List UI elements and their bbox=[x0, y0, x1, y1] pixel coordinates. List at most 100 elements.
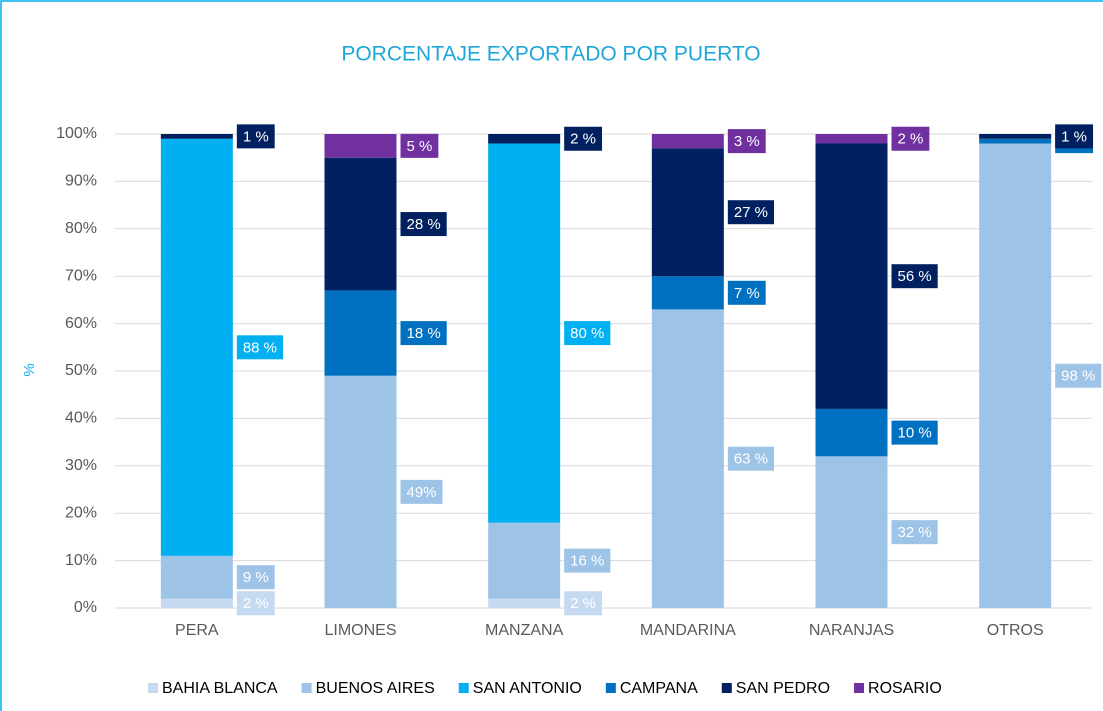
y-tick-label: 40% bbox=[65, 410, 97, 427]
x-tick-label: NARANJAS bbox=[809, 622, 894, 639]
label-box bbox=[400, 212, 447, 237]
x-tick-label: OTROS bbox=[987, 622, 1044, 639]
label-box bbox=[400, 321, 447, 346]
bar-segment bbox=[488, 598, 561, 608]
bar-segment bbox=[160, 134, 233, 139]
bar-segment bbox=[651, 309, 724, 608]
y-tick-label: 100% bbox=[56, 125, 97, 142]
data-label: 10 % bbox=[898, 425, 932, 442]
label-box bbox=[891, 520, 938, 545]
y-tick-label: 0% bbox=[74, 599, 97, 616]
label-box bbox=[564, 591, 603, 616]
data-label: 1 % bbox=[1061, 128, 1087, 145]
bar-segment bbox=[815, 143, 888, 409]
data-label: 2 % bbox=[898, 131, 924, 148]
data-label: 3 % bbox=[734, 133, 760, 150]
data-label: 28 % bbox=[407, 216, 441, 233]
y-tick-label: 50% bbox=[65, 362, 97, 379]
label-box bbox=[236, 124, 275, 149]
data-label: 80 % bbox=[570, 325, 604, 342]
legend-label: SAN PEDRO bbox=[736, 680, 830, 697]
data-label: 2 % bbox=[243, 595, 269, 612]
label-box bbox=[891, 264, 938, 289]
y-tick-label: 10% bbox=[65, 552, 97, 569]
label-box bbox=[727, 129, 766, 154]
bar-segment bbox=[651, 148, 724, 277]
data-label: 98 % bbox=[1061, 368, 1095, 385]
bar-segment bbox=[979, 134, 1052, 139]
legend-label: BUENOS AIRES bbox=[316, 680, 435, 697]
label-box bbox=[564, 321, 611, 346]
legend-swatch bbox=[301, 683, 312, 693]
y-tick-label: 70% bbox=[65, 267, 97, 284]
bar-segment bbox=[815, 456, 888, 608]
x-tick-label: MANDARINA bbox=[640, 622, 736, 639]
bar-segment bbox=[488, 522, 561, 599]
label-box bbox=[564, 548, 611, 573]
y-tick-label: 60% bbox=[65, 315, 97, 332]
legend-label: CAMPANA bbox=[620, 680, 698, 697]
data-label: 88 % bbox=[243, 339, 277, 356]
bar-segment bbox=[324, 290, 397, 376]
data-label: 27 % bbox=[734, 204, 768, 221]
bar-segment bbox=[979, 138, 1052, 144]
x-tick-label: PERA bbox=[175, 622, 219, 639]
data-label: 9 % bbox=[243, 569, 269, 586]
label-box bbox=[236, 591, 275, 616]
legend-label: BAHIA BLANCA bbox=[162, 680, 278, 697]
data-label: 5 % bbox=[407, 138, 433, 155]
chart-title: PORCENTAJE EXPORTADO POR PUERTO bbox=[341, 43, 760, 66]
legend-swatch bbox=[721, 683, 732, 693]
legend-swatch bbox=[605, 683, 616, 693]
data-label: 2 % bbox=[570, 131, 596, 148]
label-box bbox=[1055, 363, 1102, 388]
data-label: 32 % bbox=[898, 524, 932, 541]
data-label: 7 % bbox=[734, 285, 760, 302]
bar-segment bbox=[488, 143, 561, 523]
legend-swatch bbox=[854, 683, 865, 693]
bar-segment bbox=[815, 408, 888, 457]
label-box bbox=[727, 200, 775, 225]
bar-segment bbox=[815, 134, 888, 144]
x-tick-label: MANZANA bbox=[485, 622, 564, 639]
y-tick-label: 90% bbox=[65, 173, 97, 190]
legend-swatch bbox=[148, 683, 158, 693]
label-box bbox=[727, 280, 766, 305]
bar-segment bbox=[651, 134, 724, 149]
label-box bbox=[891, 126, 930, 151]
y-tick-label: 20% bbox=[65, 504, 97, 521]
x-tick-label: LIMONES bbox=[324, 622, 396, 639]
y-tick-label: 80% bbox=[65, 220, 97, 237]
bar-segment bbox=[324, 134, 397, 158]
bar-segment bbox=[651, 276, 724, 310]
label-box bbox=[400, 479, 443, 504]
label-box bbox=[236, 565, 275, 590]
bar-segment bbox=[160, 138, 233, 556]
label-box bbox=[564, 126, 603, 151]
legend-swatch bbox=[458, 683, 469, 693]
label-box bbox=[236, 335, 284, 360]
bar-segment bbox=[324, 157, 397, 291]
bar-segment bbox=[324, 375, 397, 608]
legend-label: SAN ANTONIO bbox=[473, 680, 582, 697]
data-label: 63 % bbox=[734, 451, 768, 468]
bar-segment bbox=[488, 134, 561, 144]
label-box bbox=[891, 420, 938, 445]
data-label: 1 % bbox=[243, 128, 269, 145]
bar-segment bbox=[160, 598, 233, 608]
y-axis-label: % bbox=[21, 363, 38, 376]
bar-segment bbox=[979, 143, 1052, 609]
data-label: 49% bbox=[407, 484, 437, 501]
label-box bbox=[727, 446, 775, 471]
data-label: 18 % bbox=[407, 325, 441, 342]
label-box bbox=[1055, 124, 1094, 149]
data-label: 56 % bbox=[898, 268, 932, 285]
y-tick-label: 30% bbox=[65, 457, 97, 474]
legend-label: ROSARIO bbox=[868, 680, 942, 697]
data-label: 16 % bbox=[570, 553, 604, 570]
label-box bbox=[400, 133, 439, 158]
data-label: 2 % bbox=[570, 595, 596, 612]
bar-segment bbox=[160, 555, 233, 599]
